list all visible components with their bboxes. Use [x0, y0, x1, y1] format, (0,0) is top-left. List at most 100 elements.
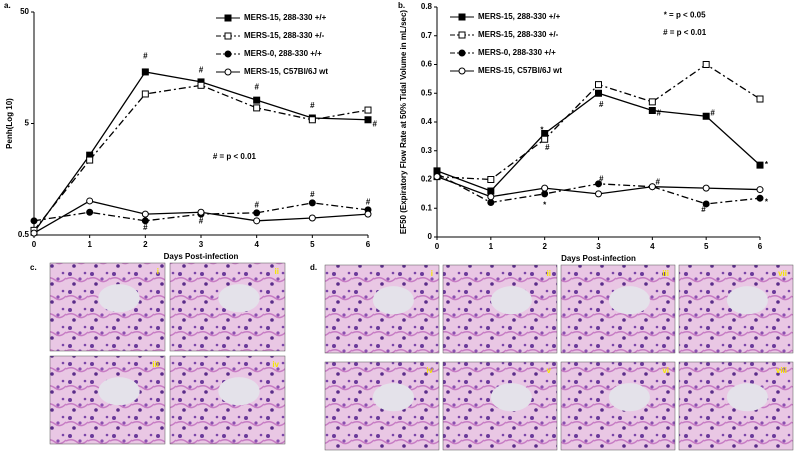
- data-point: [197, 81, 205, 89]
- legend-marker: [458, 67, 466, 75]
- image-label: i: [431, 269, 433, 278]
- y-tick-label: 0.7: [421, 31, 433, 40]
- legend-symbol: [224, 14, 232, 22]
- legend-marker: [224, 14, 232, 22]
- image-label: vii: [778, 269, 787, 278]
- data-point: [595, 180, 602, 188]
- data-point: [595, 89, 602, 97]
- image-label: ii: [275, 267, 279, 276]
- data-point: [756, 95, 764, 103]
- y-tick-label: 50: [20, 7, 29, 16]
- legend-symbol: [224, 50, 232, 58]
- annotation: #: [310, 190, 315, 199]
- data-point: [30, 229, 38, 237]
- data-point: [756, 194, 764, 202]
- data-point: [141, 210, 149, 218]
- y-tick-label: 0: [428, 232, 433, 241]
- data-point: [487, 187, 495, 195]
- data-point: [141, 68, 149, 76]
- legend-label: MERS-15, C57Bl/6J wt: [478, 66, 562, 75]
- data-point: [86, 208, 94, 216]
- annotation: #: [701, 205, 706, 214]
- annotation: #: [310, 101, 315, 110]
- data-point: [308, 116, 316, 124]
- image-label: iv: [426, 366, 433, 375]
- legend-label: MERS-0, 288-330 +/+: [478, 48, 556, 57]
- data-point: [541, 190, 549, 198]
- data-point: [253, 96, 261, 104]
- data-point: [141, 90, 149, 98]
- airway: [608, 383, 650, 412]
- airway: [98, 377, 140, 406]
- annotation: #: [254, 201, 259, 210]
- data-point: [648, 183, 656, 191]
- data-point: [364, 210, 372, 218]
- annotation: #: [199, 65, 204, 74]
- annotation: #: [254, 83, 259, 92]
- data-point: [541, 135, 549, 143]
- legend-label: MERS-15, 288-330 +/+: [478, 12, 561, 21]
- data-point: [702, 200, 710, 208]
- annotation: * = p < 0.05: [664, 11, 706, 20]
- annotation: *: [543, 200, 547, 209]
- x-tick-label: 3: [199, 240, 204, 249]
- y-tick-label: 0.4: [421, 117, 433, 126]
- x-tick-label: 0: [32, 240, 37, 249]
- data-point: [253, 104, 261, 112]
- annotation: # = p < 0.01: [213, 152, 257, 161]
- legend-marker: [458, 49, 466, 57]
- image-label: iii: [152, 360, 159, 369]
- legend-label: MERS-15, 288-330 +/-: [478, 30, 559, 39]
- airway: [372, 383, 414, 412]
- data-point: [364, 116, 372, 124]
- image-label: iv: [272, 360, 279, 369]
- legend-marker: [224, 50, 232, 58]
- y-axis-label: Penh(Log 10): [5, 98, 14, 149]
- data-point: [433, 173, 441, 181]
- airway: [218, 284, 260, 313]
- y-axis-label: EF50 (Expiratory Flow Rate at 50% Tidal …: [399, 10, 408, 235]
- airway: [726, 286, 768, 315]
- x-tick-label: 1: [489, 242, 494, 251]
- data-point: [756, 161, 764, 169]
- series-line: [33, 71, 369, 233]
- x-tick-label: 5: [310, 240, 315, 249]
- x-tick-label: 3: [596, 242, 601, 251]
- legend-symbol: [224, 32, 232, 40]
- legend-label: MERS-0, 288-330 +/+: [244, 49, 322, 58]
- data-point: [487, 199, 495, 206]
- y-tick-label: 0.3: [421, 146, 433, 155]
- annotation: #: [655, 177, 660, 186]
- airway: [218, 377, 260, 406]
- legend-marker: [458, 13, 466, 21]
- x-axis-label: Days Post-infection: [164, 252, 239, 261]
- data-point: [487, 193, 495, 201]
- legend-label: MERS-15, 288-330 +/-: [244, 31, 325, 40]
- y-tick-label: 5: [25, 119, 30, 128]
- data-point: [197, 208, 205, 216]
- annotation: #: [545, 143, 550, 152]
- data-point: [86, 156, 94, 164]
- series-line: [33, 84, 369, 231]
- legend-symbol: [458, 31, 466, 39]
- data-point: [253, 217, 261, 225]
- airway: [372, 286, 414, 315]
- data-point: [648, 98, 656, 106]
- airway: [726, 383, 768, 412]
- data-point: [308, 199, 316, 207]
- legend-symbol: [458, 67, 466, 75]
- data-point: [253, 209, 261, 217]
- x-axis-label: Days Post-infection: [561, 254, 636, 263]
- data-point: [364, 106, 372, 114]
- image-label: i: [157, 267, 159, 276]
- panel-label: d.: [310, 263, 317, 272]
- annotation: *: [765, 160, 769, 169]
- x-tick-label: 4: [254, 240, 259, 249]
- airway: [98, 284, 140, 313]
- image-label: vi: [662, 366, 669, 375]
- data-point: [702, 184, 710, 192]
- legend-marker: [224, 32, 232, 40]
- annotation: #: [657, 108, 662, 117]
- panel-label: c.: [30, 263, 37, 272]
- annotation: #: [710, 108, 715, 117]
